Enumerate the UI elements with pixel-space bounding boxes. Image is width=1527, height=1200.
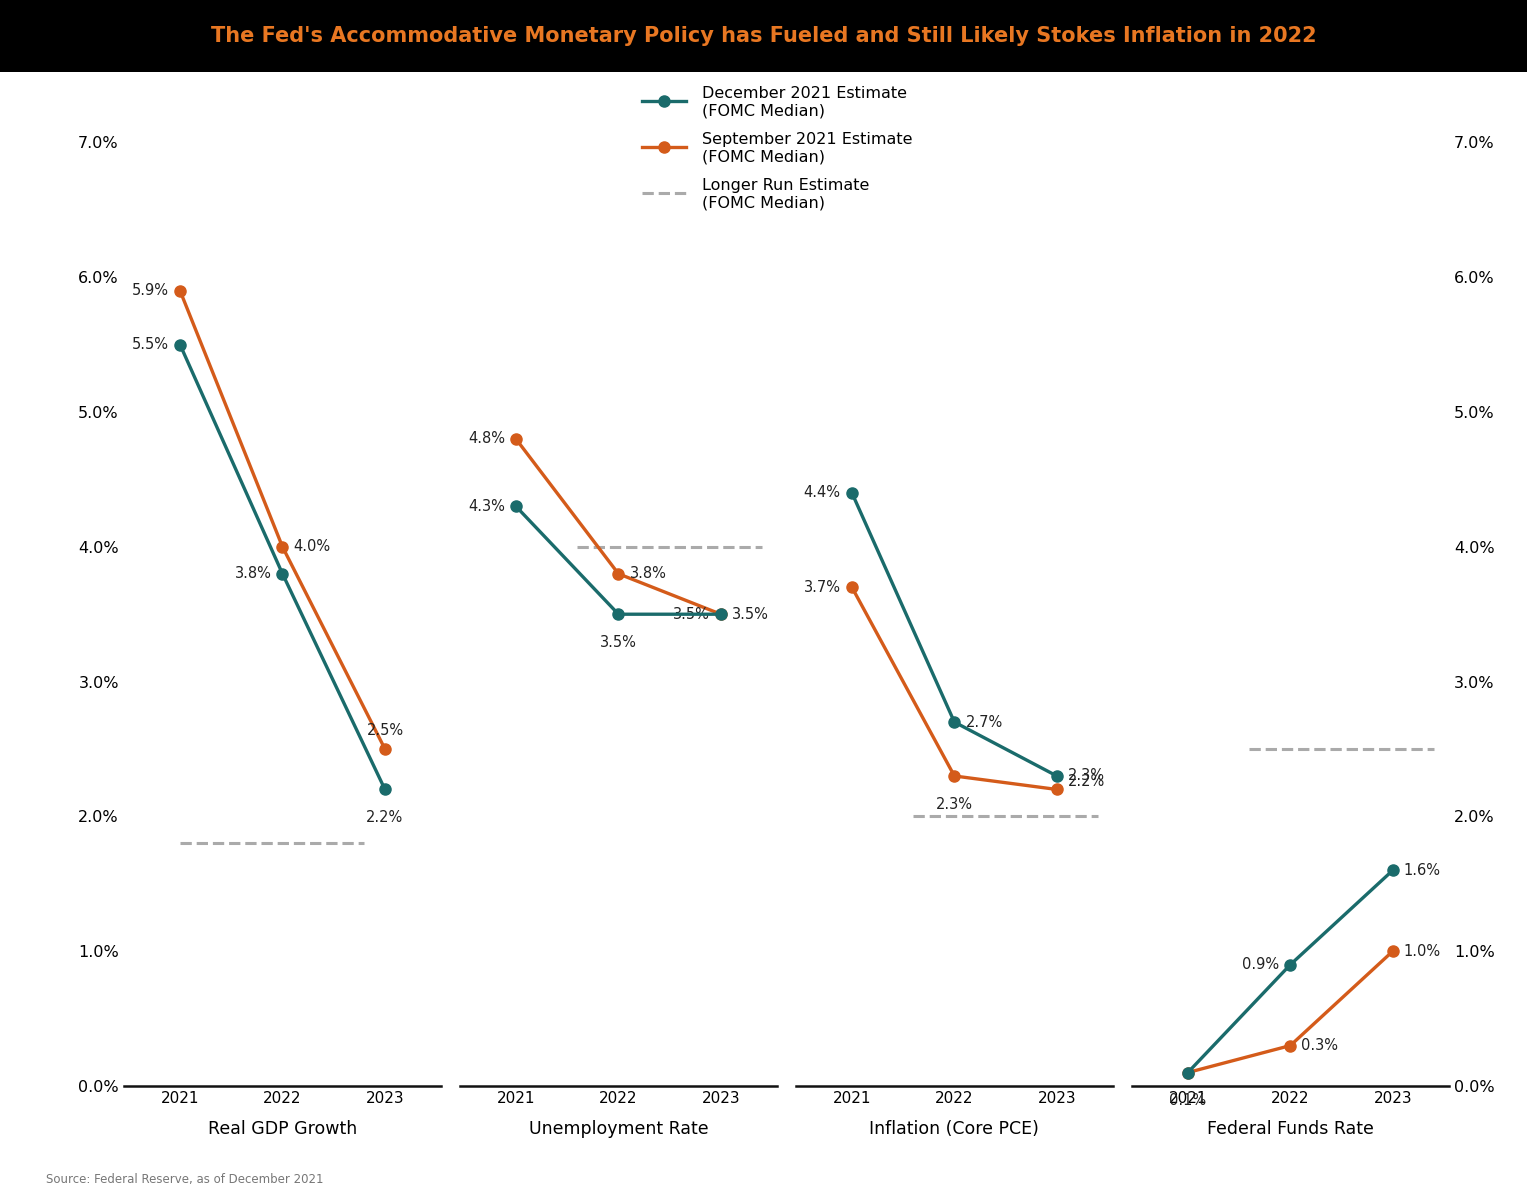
Text: 1.0%: 1.0%: [1403, 943, 1441, 959]
Text: 2.5%: 2.5%: [366, 722, 403, 738]
Text: 2.2%: 2.2%: [1067, 774, 1106, 790]
Text: 0.9%: 0.9%: [1241, 958, 1280, 972]
Text: 2.2%: 2.2%: [366, 810, 403, 826]
X-axis label: Unemployment Rate: Unemployment Rate: [528, 1120, 709, 1138]
Text: 1.6%: 1.6%: [1403, 863, 1441, 878]
Text: 3.8%: 3.8%: [235, 566, 272, 581]
X-axis label: Inflation (Core PCE): Inflation (Core PCE): [869, 1120, 1040, 1138]
Text: 4.3%: 4.3%: [467, 499, 505, 514]
Text: 2.3%: 2.3%: [936, 797, 973, 812]
Text: 4.0%: 4.0%: [293, 539, 331, 554]
Text: 3.7%: 3.7%: [803, 580, 841, 595]
Text: 0.3%: 0.3%: [1301, 1038, 1339, 1054]
Text: 3.5%: 3.5%: [673, 607, 710, 622]
Text: 5.5%: 5.5%: [131, 337, 169, 352]
Text: Source: Federal Reserve, as of December 2021: Source: Federal Reserve, as of December …: [46, 1172, 324, 1186]
X-axis label: Federal Funds Rate: Federal Funds Rate: [1206, 1120, 1374, 1138]
Text: 2.3%: 2.3%: [1067, 768, 1106, 784]
X-axis label: Real GDP Growth: Real GDP Growth: [208, 1120, 357, 1138]
Text: 3.8%: 3.8%: [629, 566, 666, 581]
Text: 4.8%: 4.8%: [467, 432, 505, 446]
Text: 3.5%: 3.5%: [731, 607, 770, 622]
Text: 0.1%: 0.1%: [1170, 1093, 1206, 1109]
Text: 2.7%: 2.7%: [965, 714, 1003, 730]
Text: The Fed's Accommodative Monetary Policy has Fueled and Still Likely Stokes Infla: The Fed's Accommodative Monetary Policy …: [211, 26, 1316, 46]
Text: 4.4%: 4.4%: [803, 486, 841, 500]
Text: 5.9%: 5.9%: [131, 283, 169, 299]
Text: 3.5%: 3.5%: [600, 635, 637, 650]
Legend: December 2021 Estimate
(FOMC Median), September 2021 Estimate
(FOMC Median), Lon: December 2021 Estimate (FOMC Median), Se…: [641, 86, 913, 210]
